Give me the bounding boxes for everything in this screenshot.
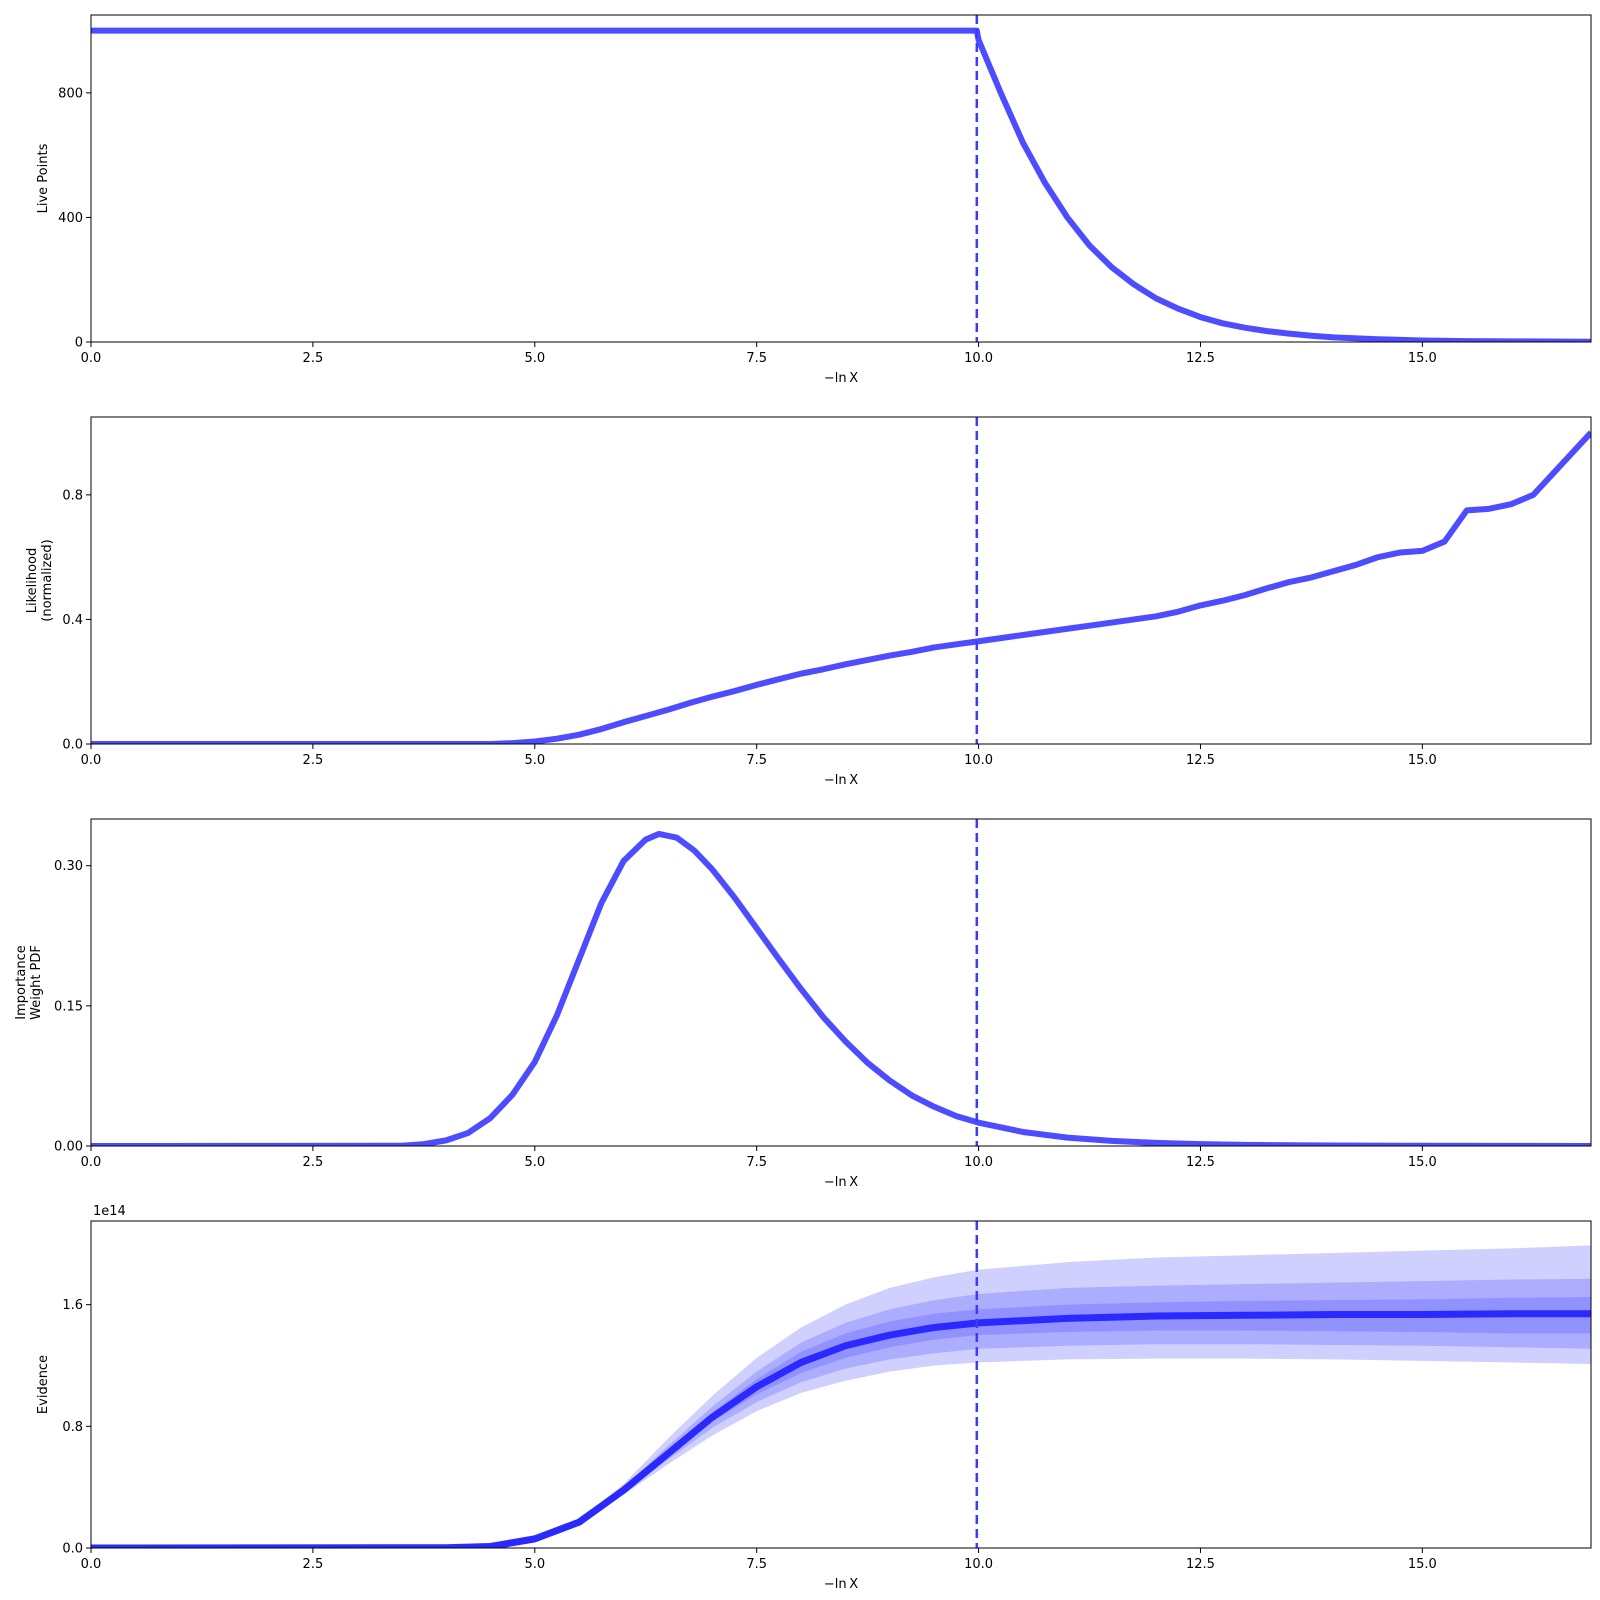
x-tick-label: 10.0 <box>964 351 993 366</box>
x-tick-label: 5.0 <box>524 351 545 366</box>
y-tick-label: 1.6 <box>62 1298 83 1313</box>
x-tick-label: 15.0 <box>1408 1557 1437 1572</box>
x-tick-label: 15.0 <box>1408 753 1437 768</box>
x-tick-label: 12.5 <box>1186 1155 1215 1170</box>
y-axis-label: Likelihood <box>25 548 40 614</box>
series-line-0 <box>91 430 1591 744</box>
axes-frame <box>90 1220 1592 1549</box>
plot-area <box>91 15 1591 342</box>
evidence-band-1 <box>91 1278 1591 1548</box>
y-axis-label: Importance <box>14 945 29 1020</box>
y-tick-label: 0 <box>75 336 83 351</box>
x-tick-label: 7.5 <box>746 1155 767 1170</box>
x-tick-label: 12.5 <box>1186 351 1215 366</box>
series-line-0 <box>91 27 1591 342</box>
x-axis-label: −ln X <box>824 1175 858 1190</box>
y-axis-label: (normalized) <box>40 539 55 621</box>
panel-importance-weight: 0.0 2.5 5.0 7.5 10.0 12.5 15.0 0.00 0.15 0.30 −ln … <box>14 818 1592 1190</box>
plot-area <box>91 819 1591 1146</box>
axes-frame <box>90 416 1592 745</box>
y-axis-label: Evidence <box>36 1355 51 1414</box>
y-axis-label: Live Points <box>36 143 51 213</box>
x-tick-label: 12.5 <box>1186 1557 1215 1572</box>
y-tick-label: 0.30 <box>54 859 83 874</box>
x-axis-label: −ln X <box>824 773 858 788</box>
panel-likelihood: 0.0 2.5 5.0 7.5 10.0 12.5 15.0 0.0 0.4 0.8 −ln X Li… <box>25 416 1592 788</box>
x-tick-label: 5.0 <box>524 753 545 768</box>
x-tick-label: 7.5 <box>746 1557 767 1572</box>
x-tick-label: 2.5 <box>303 753 324 768</box>
x-tick-label: 2.5 <box>303 1155 324 1170</box>
x-tick-label: 7.5 <box>746 351 767 366</box>
x-tick-label: 10.0 <box>964 1557 993 1572</box>
y-tick-label: 0.00 <box>54 1140 83 1155</box>
x-tick-label: 0.0 <box>81 351 102 366</box>
axes-frame <box>90 818 1592 1147</box>
y-tick-label: 0.0 <box>62 1542 83 1557</box>
y-tick-label: 0.8 <box>62 1420 83 1435</box>
y-axis-label: Weight PDF <box>29 945 44 1020</box>
x-tick-label: 15.0 <box>1408 1155 1437 1170</box>
plot-area <box>91 417 1591 744</box>
y-tick-label: 0.15 <box>54 999 83 1014</box>
x-tick-label: 10.0 <box>964 1155 993 1170</box>
panel-evidence: 0.0 2.5 5.0 7.5 10.0 12.5 15.0 0.0 0.8 1.6 −ln X Ev… <box>36 1204 1592 1592</box>
y-tick-label: 400 <box>58 211 83 226</box>
x-tick-label: 0.0 <box>81 1155 102 1170</box>
x-tick-label: 5.0 <box>524 1557 545 1572</box>
series-line-0 <box>91 1310 1591 1548</box>
x-axis-label: −ln X <box>824 371 858 386</box>
x-tick-label: 7.5 <box>746 753 767 768</box>
series-line-0 <box>91 830 1591 1146</box>
x-tick-label: 0.0 <box>81 753 102 768</box>
x-tick-label: 2.5 <box>303 351 324 366</box>
x-tick-label: 12.5 <box>1186 753 1215 768</box>
y-tick-label: 0.0 <box>62 738 83 753</box>
y-tick-label: 0.8 <box>62 488 83 503</box>
panel-live-points: 0.0 2.5 5.0 7.5 10.0 12.5 15.0 0 400 800 −ln X Live… <box>36 14 1592 386</box>
x-tick-label: 10.0 <box>964 753 993 768</box>
y-tick-label: 800 <box>58 86 83 101</box>
y-tick-label: 0.4 <box>62 613 83 628</box>
x-tick-label: 15.0 <box>1408 351 1437 366</box>
axes-frame <box>90 14 1592 343</box>
x-tick-label: 5.0 <box>524 1155 545 1170</box>
x-tick-label: 2.5 <box>303 1557 324 1572</box>
y-axis-offset-label: 1e14 <box>93 1204 126 1219</box>
evidence-band-0 <box>91 1245 1591 1548</box>
x-axis-label: −ln X <box>824 1577 858 1592</box>
plot-area <box>91 1221 1591 1548</box>
x-tick-label: 0.0 <box>81 1557 102 1572</box>
